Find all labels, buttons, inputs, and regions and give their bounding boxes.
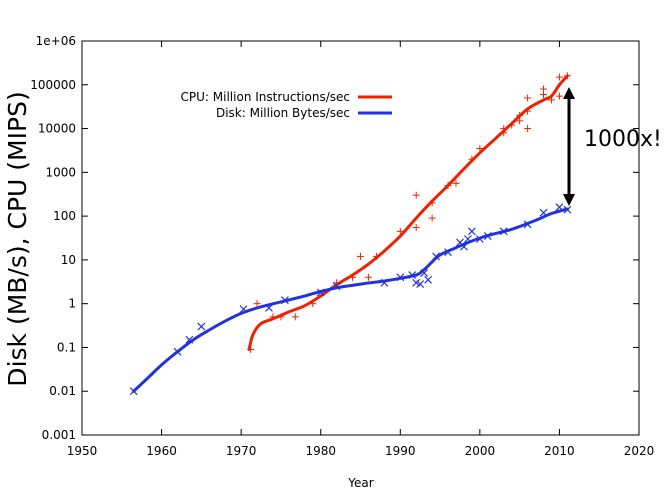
data-point-disk [444, 248, 452, 257]
y-tick-label: 10000 [38, 122, 76, 136]
data-point-disk [499, 227, 508, 236]
data-point-cpu [452, 179, 460, 187]
data-point-cpu [563, 72, 571, 80]
annotation-label: 1000x! [584, 127, 662, 152]
data-point-cpu [500, 125, 508, 133]
y-tick-label: 1000 [45, 165, 76, 179]
data-point-cpu [516, 111, 524, 119]
y-tick-label: 0.01 [49, 384, 76, 398]
data-point-disk [467, 227, 476, 236]
legend-label-cpu: CPU: Million Instructions/sec [181, 90, 350, 104]
arrow-head-up [563, 87, 575, 99]
data-point-disk [432, 252, 441, 261]
x-tick-label: 1980 [305, 444, 336, 458]
data-point-cpu [555, 73, 563, 81]
x-tick-label: 1950 [67, 444, 98, 458]
series-line-cpu [247, 74, 569, 351]
x-axis-title: Year [347, 476, 373, 490]
y-tick-label: 0.001 [42, 428, 76, 442]
data-point-disk [239, 305, 248, 314]
y-tick-label: 100000 [30, 78, 76, 92]
arrow-head-down [563, 194, 575, 206]
data-point-disk [523, 220, 532, 229]
x-tick-label: 1990 [385, 444, 416, 458]
data-point-disk [396, 273, 405, 282]
data-point-cpu [524, 94, 532, 102]
x-tick-label: 2020 [624, 444, 655, 458]
data-point-cpu [547, 96, 555, 104]
data-point-cpu [428, 199, 436, 207]
data-point-disk [408, 271, 417, 279]
data-point-cpu [540, 85, 548, 93]
data-point-cpu [333, 279, 341, 287]
curves-layer [132, 74, 569, 393]
y-axis-title: Disk (MB/s), CPU (MIPS) [3, 91, 32, 386]
legend: CPU: Million Instructions/sec Disk: Mill… [181, 90, 392, 120]
data-point-disk [416, 280, 425, 289]
data-point-cpu [555, 92, 563, 100]
data-point-cpu [412, 191, 420, 199]
data-point-cpu [364, 273, 372, 281]
data-point-disk [316, 288, 325, 297]
y-tick-label: 10 [61, 253, 76, 267]
data-point-disk [332, 282, 341, 291]
data-point-cpu [309, 300, 317, 308]
data-point-disk [420, 269, 429, 277]
data-point-disk [380, 278, 389, 287]
data-point-cpu [524, 107, 532, 115]
data-point-cpu [357, 252, 364, 260]
y-tick-label: 1 [68, 297, 76, 311]
data-point-cpu [508, 121, 516, 129]
data-point-cpu [476, 145, 484, 153]
data-point-disk [563, 205, 572, 214]
data-point-cpu [468, 155, 476, 163]
data-point-disk [475, 235, 484, 243]
data-point-cpu [524, 125, 532, 133]
x-tick-label: 1970 [226, 444, 257, 458]
gap-annotation: 1000x! [563, 87, 662, 206]
ticks-layer: 1950 1960 1970 1980 1990 2000 2010 2020 0.001 0.0… [30, 34, 654, 458]
data-point-cpu [291, 313, 299, 321]
data-point-disk [173, 347, 182, 356]
data-point-disk [265, 303, 273, 312]
data-point-cpu [396, 227, 404, 235]
data-point-cpu [277, 313, 285, 321]
data-point-cpu [269, 313, 277, 321]
data-point-disk [129, 387, 138, 396]
data-point-cpu [253, 300, 261, 308]
x-tick-label: 2000 [465, 444, 496, 458]
data-point-disk [539, 208, 548, 217]
markers-layer [129, 72, 572, 396]
data-point-disk [460, 242, 468, 251]
data-point-cpu [372, 252, 380, 260]
y-tick-label: 0.1 [57, 340, 76, 354]
plot-frame [81, 40, 640, 436]
y-tick-label: 100 [53, 209, 76, 223]
series-line-disk [132, 207, 569, 393]
y-tick-label: 1e+06 [36, 34, 76, 48]
data-point-disk [424, 275, 433, 284]
data-point-disk [185, 335, 194, 344]
data-point-disk [483, 232, 492, 240]
data-point-cpu [412, 223, 420, 231]
data-point-cpu [428, 214, 436, 222]
x-tick-label: 2010 [544, 444, 575, 458]
data-point-disk [280, 296, 289, 305]
x-tick-label: 1960 [146, 444, 177, 458]
data-point-cpu [444, 182, 452, 190]
data-point-cpu [247, 345, 255, 353]
data-point-cpu [349, 273, 357, 281]
data-point-disk [555, 203, 564, 212]
data-point-disk [463, 235, 472, 243]
legend-label-disk: Disk: Million Bytes/sec [216, 106, 350, 120]
data-point-disk [197, 322, 206, 331]
